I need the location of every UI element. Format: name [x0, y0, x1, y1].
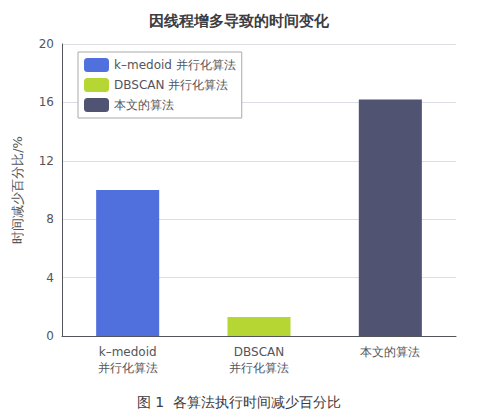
svg-text:4: 4 [46, 271, 54, 285]
svg-text:图 1 各算法执行时间减少百分比: 图 1 各算法执行时间减少百分比 [137, 394, 341, 410]
svg-text:12: 12 [39, 154, 54, 168]
svg-text:0: 0 [46, 329, 54, 343]
svg-text:8: 8 [46, 212, 54, 226]
svg-text:k–medoid: k–medoid [99, 345, 157, 359]
svg-text:k–medoid 并行化算法: k–medoid 并行化算法 [114, 58, 236, 72]
svg-text:本文的算法: 本文的算法 [360, 345, 420, 359]
svg-text:并行化算法: 并行化算法 [229, 361, 289, 375]
svg-text:DBSCAN 并行化算法: DBSCAN 并行化算法 [114, 78, 228, 92]
svg-text:并行化算法: 并行化算法 [98, 361, 158, 375]
svg-text:因线程增多导致的时间变化: 因线程增多导致的时间变化 [149, 12, 330, 30]
svg-text:20: 20 [39, 37, 54, 51]
svg-text:16: 16 [39, 95, 54, 109]
svg-text:本文的算法: 本文的算法 [114, 98, 174, 112]
svg-text:DBSCAN: DBSCAN [234, 345, 284, 359]
svg-text:时间减少百分比/%: 时间减少百分比/% [10, 136, 25, 244]
